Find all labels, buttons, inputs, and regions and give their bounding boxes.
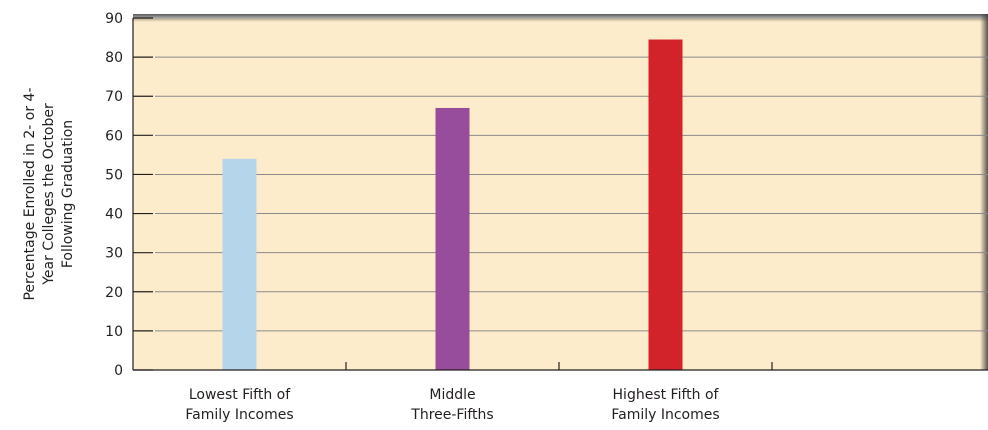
bar	[435, 107, 470, 370]
plot-top-shadow	[133, 14, 988, 22]
y-tick-label: 20	[105, 285, 123, 301]
y-tick-label: 40	[105, 207, 123, 223]
y-tick-label: 0	[114, 363, 123, 379]
y-axis-title: Percentage Enrolled in 2- or 4- Year Coll…	[22, 87, 76, 300]
bar	[648, 39, 683, 371]
category-label: Lowest Fifth of Family Incomes	[185, 387, 293, 423]
plot-background	[133, 18, 988, 370]
category-label: Middle Three-Fifths	[410, 387, 493, 423]
category-labels: Lowest Fifth of Family Incomes Middle Three…	[185, 387, 719, 423]
bar	[222, 158, 257, 370]
y-tick-label: 90	[105, 11, 123, 27]
y-tick-label: 10	[105, 324, 123, 340]
y-tick-label: 80	[105, 50, 123, 66]
gridlines	[155, 56, 988, 332]
y-tick-label: 60	[105, 128, 123, 144]
y-tick-label: 50	[105, 167, 123, 183]
y-tick-label: 70	[105, 89, 123, 105]
bars	[222, 39, 683, 371]
category-label: Highest Fifth of Family Incomes	[611, 387, 719, 423]
y-ticks: 0 10 20 30 40 50 60 70 80 90	[105, 11, 153, 379]
plot-right-shadow	[980, 14, 988, 370]
x-ticks	[345, 362, 773, 370]
y-tick-label: 30	[105, 246, 123, 262]
